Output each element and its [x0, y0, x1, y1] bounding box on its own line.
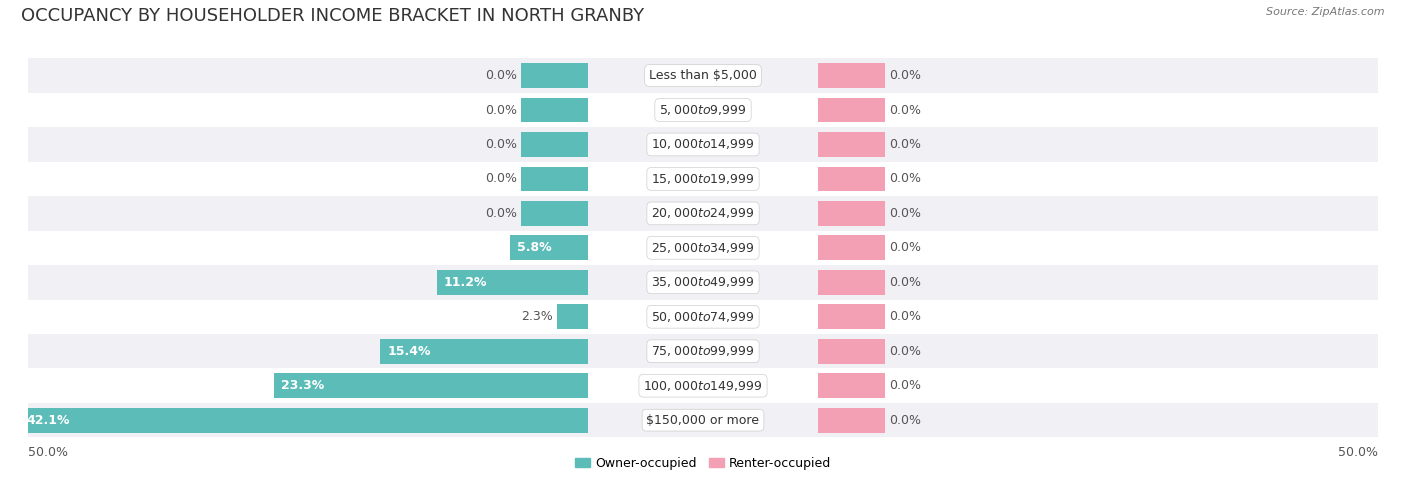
Bar	[818, 339, 886, 364]
Bar	[520, 98, 588, 122]
Bar	[28, 162, 1378, 196]
Bar	[818, 63, 886, 88]
Text: 42.1%: 42.1%	[27, 414, 70, 427]
Text: 0.0%: 0.0%	[889, 104, 921, 117]
Text: 0.0%: 0.0%	[889, 138, 921, 151]
Text: $15,000 to $19,999: $15,000 to $19,999	[651, 172, 755, 186]
Bar	[20, 408, 588, 433]
Text: 0.0%: 0.0%	[485, 69, 517, 82]
Bar	[28, 265, 1378, 299]
Text: 0.0%: 0.0%	[485, 138, 517, 151]
Text: 0.0%: 0.0%	[889, 276, 921, 289]
Text: 0.0%: 0.0%	[485, 173, 517, 186]
Text: 23.3%: 23.3%	[281, 379, 323, 392]
Text: 50.0%: 50.0%	[28, 446, 67, 459]
Text: 0.0%: 0.0%	[485, 104, 517, 117]
Bar	[818, 167, 886, 191]
Text: 11.2%: 11.2%	[444, 276, 488, 289]
Text: $100,000 to $149,999: $100,000 to $149,999	[644, 379, 762, 393]
Bar	[818, 235, 886, 260]
Bar	[28, 299, 1378, 334]
Bar	[381, 339, 588, 364]
Bar	[437, 270, 588, 295]
Bar	[28, 334, 1378, 368]
Bar	[818, 270, 886, 295]
Text: 0.0%: 0.0%	[889, 173, 921, 186]
Text: 50.0%: 50.0%	[1339, 446, 1378, 459]
Bar	[520, 63, 588, 88]
Text: 0.0%: 0.0%	[889, 207, 921, 220]
Legend: Owner-occupied, Renter-occupied: Owner-occupied, Renter-occupied	[569, 452, 837, 475]
Text: 2.3%: 2.3%	[522, 310, 553, 323]
Bar	[520, 167, 588, 191]
Text: 15.4%: 15.4%	[387, 345, 430, 358]
Text: $50,000 to $74,999: $50,000 to $74,999	[651, 310, 755, 324]
Bar	[28, 368, 1378, 403]
Bar	[28, 196, 1378, 231]
Bar	[28, 403, 1378, 437]
Bar	[818, 98, 886, 122]
Bar	[28, 231, 1378, 265]
Bar	[28, 127, 1378, 162]
Bar	[818, 373, 886, 398]
Text: $25,000 to $34,999: $25,000 to $34,999	[651, 241, 755, 255]
Bar	[818, 304, 886, 329]
Text: 0.0%: 0.0%	[485, 207, 517, 220]
Text: 0.0%: 0.0%	[889, 414, 921, 427]
Bar	[818, 408, 886, 433]
Text: $150,000 or more: $150,000 or more	[647, 414, 759, 427]
Bar	[818, 132, 886, 157]
Text: $5,000 to $9,999: $5,000 to $9,999	[659, 103, 747, 117]
Bar	[510, 235, 588, 260]
Text: OCCUPANCY BY HOUSEHOLDER INCOME BRACKET IN NORTH GRANBY: OCCUPANCY BY HOUSEHOLDER INCOME BRACKET …	[21, 7, 644, 25]
Text: 0.0%: 0.0%	[889, 310, 921, 323]
Text: 0.0%: 0.0%	[889, 242, 921, 254]
Text: $20,000 to $24,999: $20,000 to $24,999	[651, 207, 755, 220]
Text: $75,000 to $99,999: $75,000 to $99,999	[651, 344, 755, 358]
Bar	[557, 304, 588, 329]
Bar	[520, 132, 588, 157]
Text: Source: ZipAtlas.com: Source: ZipAtlas.com	[1267, 7, 1385, 17]
Bar	[28, 58, 1378, 93]
Text: 5.8%: 5.8%	[517, 242, 551, 254]
Bar	[28, 93, 1378, 127]
Bar	[520, 201, 588, 226]
Text: $35,000 to $49,999: $35,000 to $49,999	[651, 276, 755, 289]
Text: Less than $5,000: Less than $5,000	[650, 69, 756, 82]
Text: 0.0%: 0.0%	[889, 69, 921, 82]
Text: $10,000 to $14,999: $10,000 to $14,999	[651, 138, 755, 152]
Bar	[274, 373, 588, 398]
Text: 0.0%: 0.0%	[889, 345, 921, 358]
Bar	[818, 201, 886, 226]
Text: 0.0%: 0.0%	[889, 379, 921, 392]
